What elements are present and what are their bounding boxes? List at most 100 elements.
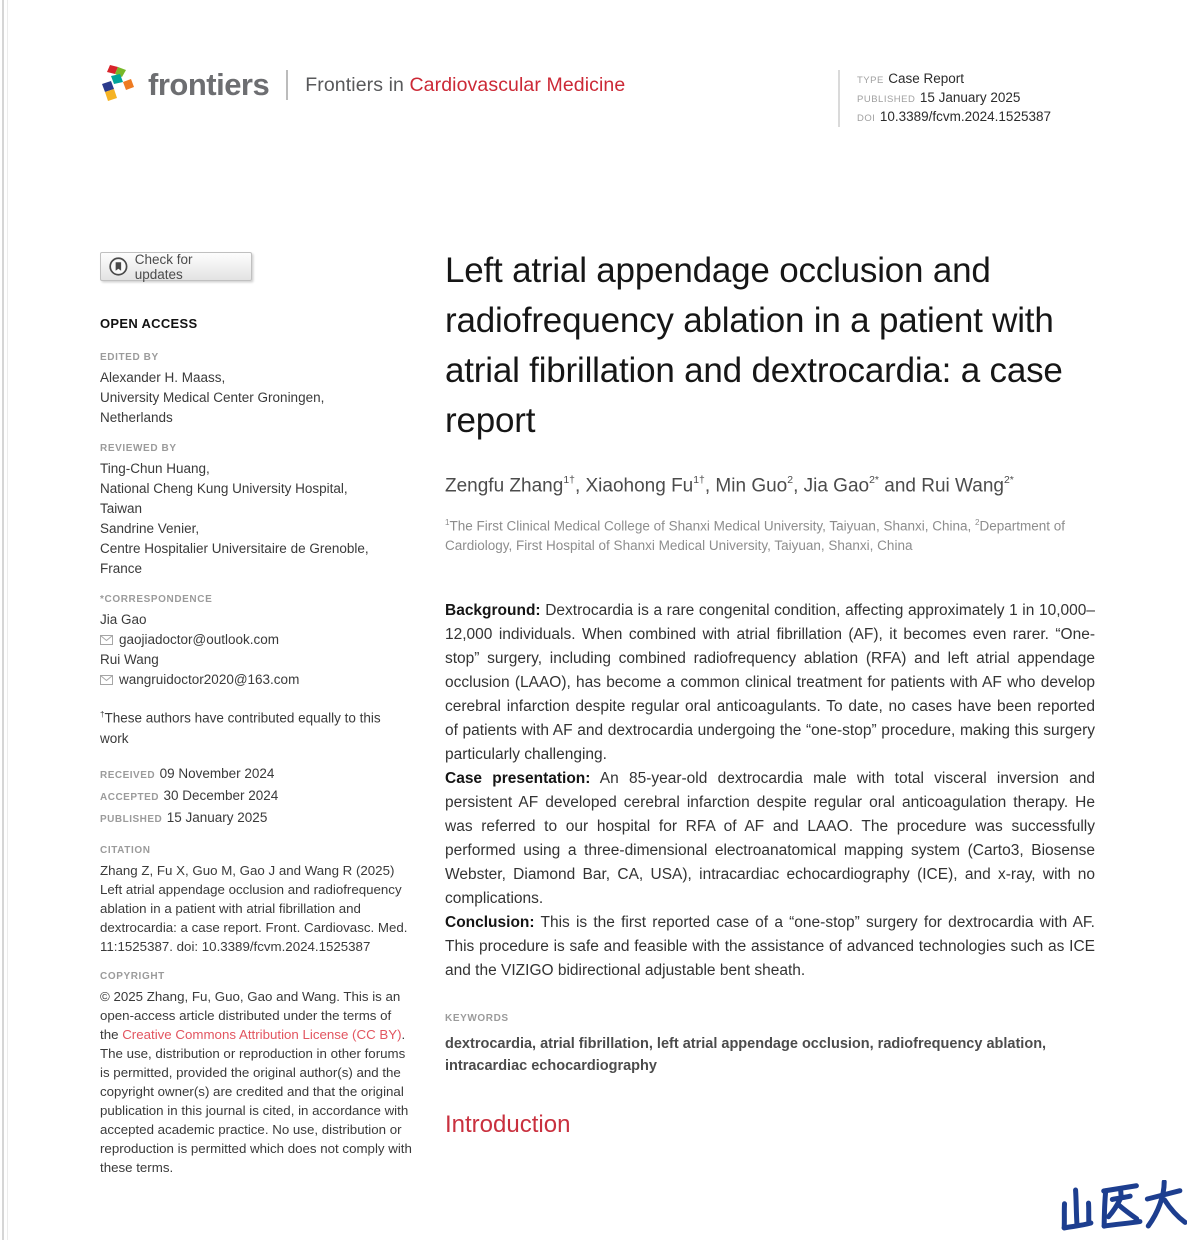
article-meta: TYPE Case Report PUBLISHED 15 January 20… — [838, 70, 1051, 127]
correspondent-name: Rui Wang — [100, 652, 159, 667]
meta-doi-label: DOI — [857, 113, 876, 124]
meta-type-value: Case Report — [888, 71, 965, 86]
author-affiliation-mark: 2* — [869, 475, 879, 486]
affiliation-mark: 1 — [445, 518, 450, 528]
sidebar: OPEN ACCESS EDITED BY Alexander H. Maass… — [100, 316, 412, 1192]
published-label: PUBLISHED — [100, 813, 163, 825]
meta-type-row: TYPE Case Report — [857, 70, 1051, 89]
accepted-value: 30 December 2024 — [163, 787, 279, 803]
envelope-icon — [100, 675, 113, 685]
edited-by-line: University Medical Center Groningen, — [100, 390, 325, 405]
copyright-post: . The use, distribution or reproduction … — [100, 1026, 412, 1175]
case-presentation-label: Case presentation: — [445, 769, 591, 787]
envelope-icon — [100, 635, 113, 645]
header-divider — [286, 70, 289, 100]
affiliation: The First Clinical Medical College of Sh… — [449, 518, 975, 534]
citation-section: CITATION Zhang Z, Fu X, Guo M, Gao J and… — [100, 845, 412, 956]
background-label: Background: — [445, 601, 541, 619]
reviewed-by-line: National Cheng Kung University Hospital, — [100, 481, 348, 496]
author: and Rui Wang — [878, 475, 1004, 497]
reviewed-by-label: REVIEWED BY — [100, 443, 177, 454]
page-edge-shadow — [7, 0, 8, 1240]
affiliation: Department of Cardiology, First Hospital… — [445, 518, 1066, 553]
meta-type-label: TYPE — [857, 75, 884, 86]
reviewed-by-line: Sandrine Venier, — [100, 521, 200, 536]
reviewed-by-line: Taiwan — [100, 501, 143, 516]
journal-name: Cardiovascular Medicine — [409, 73, 626, 96]
abstract-conclusion: Conclusion: This is the first reported c… — [445, 911, 1095, 983]
author: , Jia Gao — [793, 475, 870, 497]
reviewed-by-section: REVIEWED BY Ting-Chun Huang, National Ch… — [100, 443, 412, 579]
open-access-heading: OPEN ACCESS — [100, 316, 198, 331]
author-affiliation-mark: 1† — [563, 475, 575, 486]
check-for-updates-label: Check for updates — [134, 251, 193, 282]
affiliation-mark: 2 — [975, 518, 980, 528]
conclusion-label: Conclusion: — [445, 913, 535, 931]
copyright-label: COPYRIGHT — [100, 970, 165, 982]
meta-doi-value: 10.3389/fcvm.2024.1525387 — [879, 109, 1051, 124]
author-affiliation-mark: 2* — [1003, 475, 1014, 486]
frontiers-logo-icon — [102, 65, 134, 101]
published-row: PUBLISHED 15 January 2025 — [100, 808, 412, 830]
introduction-heading: Introduction — [445, 1110, 571, 1138]
received-label: RECEIVED — [100, 769, 156, 781]
frontiers-wordmark: frontiers — [148, 67, 270, 102]
page-edge-line — [2, 0, 4, 1240]
correspondent-email-row: wangruidoctor2020@163.com — [100, 670, 412, 690]
background-text: Dextrocardia is a rare congenital condit… — [445, 601, 1095, 763]
received-row: RECEIVED 09 November 2024 — [100, 764, 412, 786]
abstract: Background: Dextrocardia is a rare conge… — [445, 599, 1095, 983]
article-title: Left atrial appendage occlusion and radi… — [445, 251, 1063, 440]
author-affiliation-mark: 2 — [787, 475, 794, 486]
correspondence-section: *CORRESPONDENCE Jia Gao gaojiadoctor@out… — [100, 594, 412, 690]
meta-doi-row: DOI 10.3389/fcvm.2024.1525387 — [857, 108, 1051, 127]
journal-title: Frontiers in Cardiovascular Medicine — [305, 74, 625, 97]
journal-header: frontiers Frontiers in Cardiovascular Me… — [99, 64, 625, 106]
accepted-label: ACCEPTED — [100, 791, 160, 803]
correspondent-email[interactable]: wangruidoctor2020@163.com — [119, 672, 300, 687]
reviewed-by-line: Ting-Chun Huang, — [100, 461, 210, 476]
meta-published-label: PUBLISHED — [857, 94, 916, 105]
affiliations-line: 1The First Clinical Medical College of S… — [445, 513, 1095, 555]
author: Zengfu Zhang — [445, 475, 564, 497]
published-value: 15 January 2025 — [166, 809, 268, 825]
authors-line: Zengfu Zhang1†, Xiaohong Fu1†, Min Guo2,… — [445, 468, 1065, 500]
meta-published-value: 15 January 2025 — [919, 90, 1021, 105]
equal-contribution-text: These authors have contributed equally t… — [100, 710, 381, 746]
check-for-updates-button[interactable]: Check for updates — [100, 251, 252, 282]
edited-by-label: EDITED BY — [100, 352, 159, 363]
dagger-mark: † — [100, 710, 105, 719]
stamp-calligraphy-icon — [1061, 1179, 1188, 1231]
received-value: 09 November 2024 — [159, 765, 275, 781]
copyright-section: COPYRIGHT © 2025 Zhang, Fu, Guo, Gao and… — [100, 971, 412, 1177]
equal-contribution-note: †These authors have contributed equally … — [100, 705, 412, 749]
meta-published-row: PUBLISHED 15 January 2025 — [857, 89, 1051, 108]
conclusion-text: This is the first reported case of a “on… — [445, 913, 1095, 979]
abstract-case-presentation: Case presentation: An 85-year-old dextro… — [445, 767, 1095, 911]
article-body: Left atrial appendage occlusion and radi… — [445, 246, 1095, 1139]
accepted-row: ACCEPTED 30 December 2024 — [100, 786, 412, 808]
case-presentation-text: An 85-year-old dextrocardia male with to… — [445, 769, 1095, 907]
crossmark-bookmark-icon — [109, 257, 128, 276]
author-affiliation-mark: 1† — [693, 475, 705, 486]
correspondent-name: Jia Gao — [100, 612, 147, 627]
correspondence-label: *CORRESPONDENCE — [100, 594, 213, 605]
copyright-text: © 2025 Zhang, Fu, Guo, Gao and Wang. Thi… — [100, 987, 412, 1177]
citation-label: CITATION — [100, 844, 151, 856]
dates-section: RECEIVED 09 November 2024 ACCEPTED 30 De… — [100, 764, 412, 830]
keywords-text: dextrocardia, atrial fibrillation, left … — [445, 1035, 1047, 1074]
reviewed-by-line: France — [100, 561, 143, 576]
author: , Xiaohong Fu — [574, 475, 694, 497]
author: , Min Guo — [704, 475, 788, 497]
keywords-block: KEYWORDS dextrocardia, atrial fibrillati… — [445, 1013, 1095, 1077]
university-stamp: 山医大 — [1052, 1179, 1188, 1238]
reviewed-by-line: Centre Hospitalier Universitaire de Gren… — [100, 541, 369, 556]
journal-prefix: Frontiers in — [305, 73, 410, 96]
cc-by-license-link[interactable]: Creative Commons Attribution License (CC… — [122, 1026, 402, 1042]
edited-by-section: EDITED BY Alexander H. Maass, University… — [100, 352, 412, 428]
correspondent-email-row: gaojiadoctor@outlook.com — [100, 630, 412, 650]
copyright-pre: © 2025 Zhang, Fu, Guo, Gao and Wang. Thi… — [100, 988, 401, 1042]
citation-text: Zhang Z, Fu X, Guo M, Gao J and Wang R (… — [100, 862, 408, 954]
correspondent-email[interactable]: gaojiadoctor@outlook.com — [119, 632, 280, 647]
